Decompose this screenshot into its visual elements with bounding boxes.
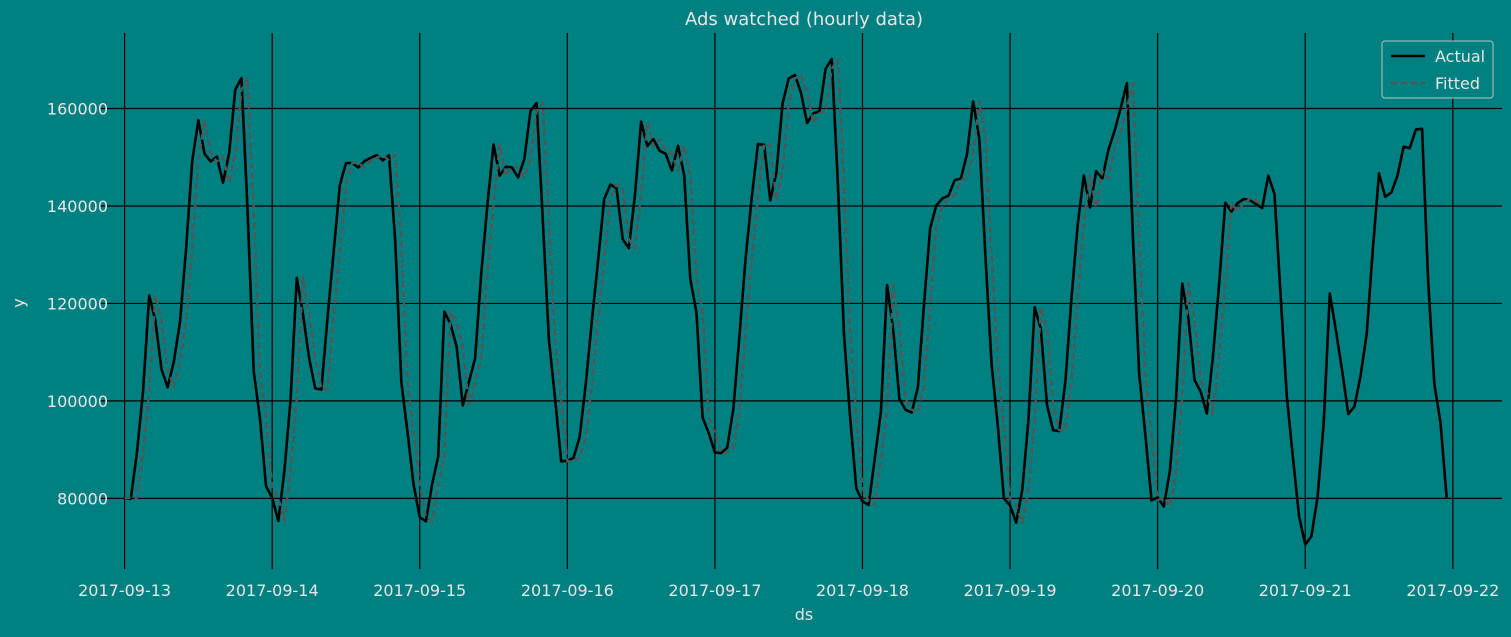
legend-fitted-label: Fitted — [1435, 74, 1480, 93]
x-tick-label: 2017-09-19 — [964, 581, 1057, 600]
series-lines — [124, 57, 1448, 546]
chart-title: Ads watched (hourly data) — [685, 9, 923, 30]
legend-actual-label: Actual — [1435, 47, 1485, 66]
x-tick-label: 2017-09-15 — [373, 581, 466, 600]
y-axis-label: y — [9, 298, 28, 307]
y-tick-label: 160000 — [47, 100, 108, 119]
series-line-actual — [124, 57, 1448, 546]
y-tick-label: 100000 — [47, 392, 108, 411]
x-tick-label: 2017-09-20 — [1111, 581, 1204, 600]
x-axis-ticks: 2017-09-13 2017-09-14 2017-09-15 2017-09-16… — [78, 581, 1499, 600]
x-tick-label: 2017-09-18 — [816, 581, 909, 600]
x-tick-label: 2017-09-14 — [226, 581, 319, 600]
legend: Actual Fitted — [1381, 40, 1494, 99]
y-tick-label: 80000 — [57, 489, 108, 508]
x-tick-label: 2017-09-16 — [521, 581, 614, 600]
x-axis-label: ds — [795, 605, 814, 624]
y-tick-label: 120000 — [47, 294, 108, 313]
x-tick-label: 2017-09-17 — [668, 581, 761, 600]
y-axis-ticks: 80000 100000 120000 140000 160000 — [47, 100, 108, 509]
x-tick-label: 2017-09-21 — [1259, 581, 1352, 600]
grid-lines — [100, 33, 1502, 569]
y-tick-label: 140000 — [47, 197, 108, 216]
series-line-fitted — [124, 57, 1263, 524]
x-tick-label: 2017-09-22 — [1406, 581, 1499, 600]
x-tick-label: 2017-09-13 — [78, 581, 171, 600]
